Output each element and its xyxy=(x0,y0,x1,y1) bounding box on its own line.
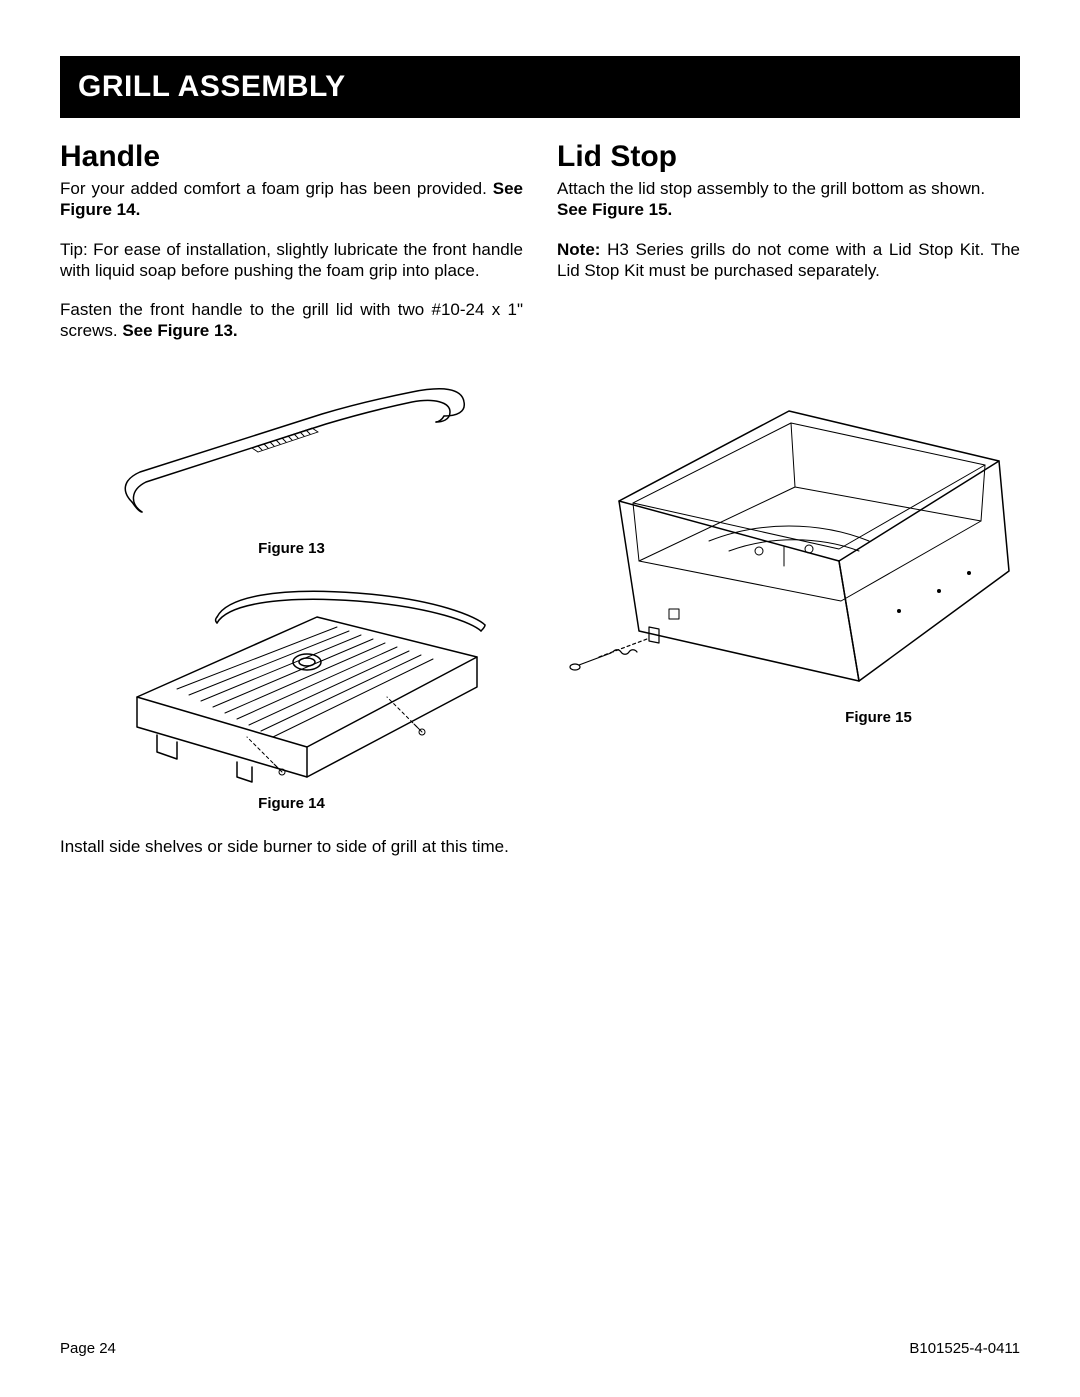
page: GRILL ASSEMBLY Handle For your added com… xyxy=(0,0,1080,1397)
handle-p2: Tip: For ease of installation, slightly … xyxy=(60,239,523,282)
handle-heading: Handle xyxy=(60,140,523,174)
lidstop-p2-text: H3 Series grills do not come with a Lid … xyxy=(557,240,1020,280)
handle-p1-text: For your added comfort a foam grip has b… xyxy=(60,179,493,198)
left-column: Handle For your added comfort a foam gri… xyxy=(60,140,523,875)
figure-13-svg xyxy=(112,372,472,532)
lidstop-p1: Attach the lid stop assembly to the gril… xyxy=(557,178,1020,221)
lidstop-heading: Lid Stop xyxy=(557,140,1020,174)
figure-15-svg xyxy=(559,391,1019,701)
doc-number: B101525-4-0411 xyxy=(909,1340,1020,1357)
page-number: Page 24 xyxy=(60,1340,116,1357)
lidstop-p1-text: Attach the lid stop assembly to the gril… xyxy=(557,179,985,198)
figure-13-caption: Figure 13 xyxy=(258,540,325,557)
figure-15-caption: Figure 15 xyxy=(845,709,912,726)
figure-14: Figure 14 xyxy=(60,577,523,812)
page-footer: Page 24 B101525-4-0411 xyxy=(60,1340,1020,1357)
figure-15: Figure 15 xyxy=(557,391,1020,726)
lidstop-p2: Note: H3 Series grills do not come with … xyxy=(557,239,1020,282)
section-banner: GRILL ASSEMBLY xyxy=(60,56,1020,118)
handle-p4: Install side shelves or side burner to s… xyxy=(60,836,523,857)
handle-p1: For your added comfort a foam grip has b… xyxy=(60,178,523,221)
right-column: Lid Stop Attach the lid stop assembly to… xyxy=(557,140,1020,875)
lidstop-p2-note: Note: xyxy=(557,240,600,259)
handle-p3-ref: See Figure 13. xyxy=(122,321,237,340)
banner-title: GRILL ASSEMBLY xyxy=(78,70,346,103)
figure-14-caption: Figure 14 xyxy=(258,795,325,812)
figure-14-svg xyxy=(77,577,507,787)
lidstop-p1-ref: See Figure 15. xyxy=(557,200,672,219)
handle-p3: Fasten the front handle to the grill lid… xyxy=(60,299,523,342)
columns: Handle For your added comfort a foam gri… xyxy=(60,140,1020,875)
figure-13: Figure 13 xyxy=(60,372,523,557)
